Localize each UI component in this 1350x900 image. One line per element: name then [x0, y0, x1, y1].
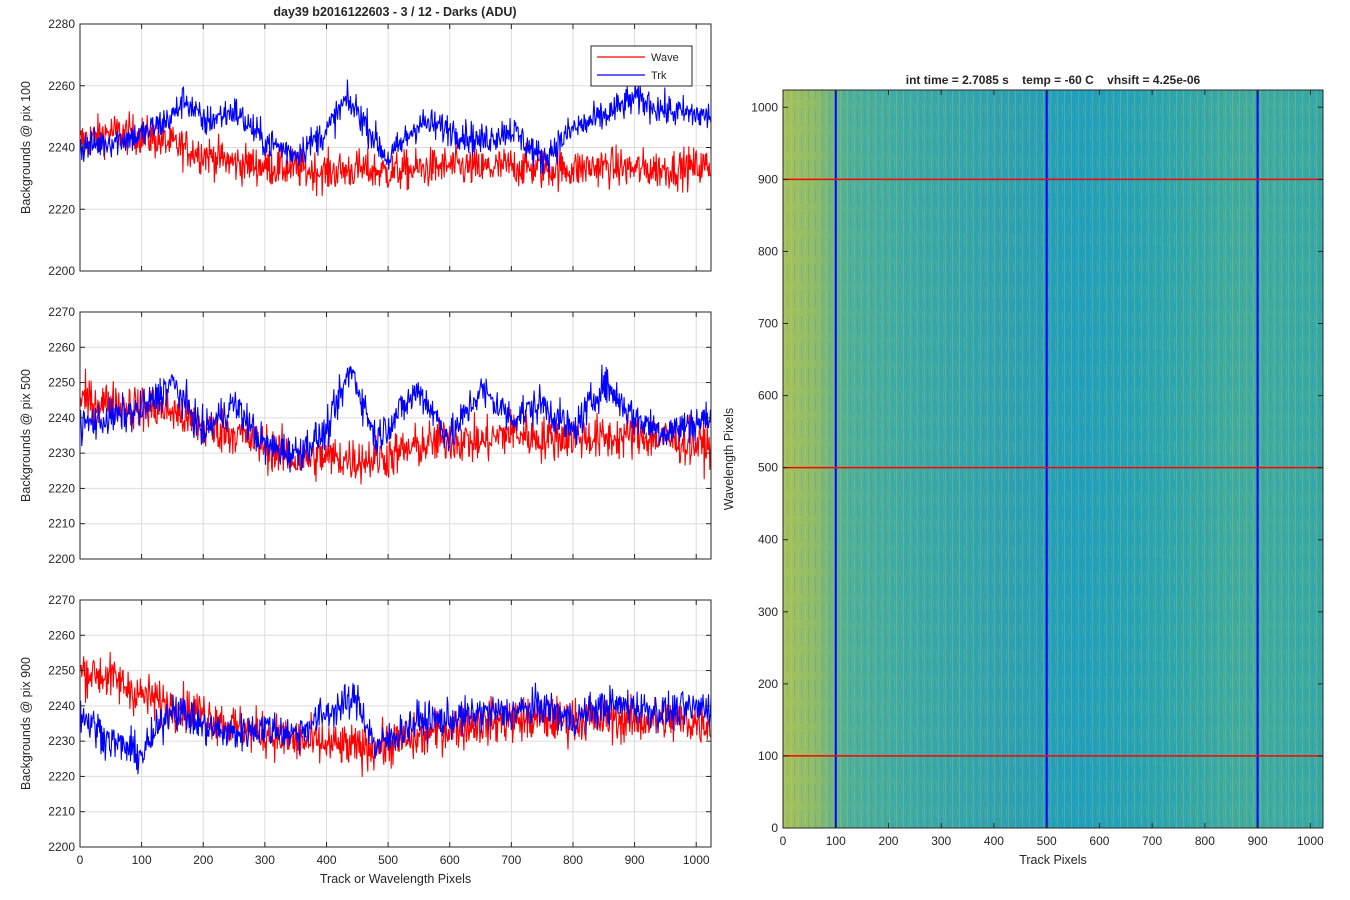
y-tick-label: 2220	[48, 769, 75, 783]
y-tick-label: 1000	[751, 100, 778, 114]
y-tick-label: 0	[771, 821, 778, 835]
y-tick-label: 400	[758, 533, 778, 547]
y-tick-label: 800	[758, 244, 778, 258]
y-tick-label: 2240	[48, 141, 75, 155]
y-tick-label: 2230	[48, 734, 75, 748]
x-tick-label: 700	[501, 853, 521, 867]
x-axis-label: Track Pixels	[1019, 853, 1087, 867]
y-tick-label: 2270	[48, 305, 75, 319]
x-tick-label: 600	[1089, 834, 1109, 848]
y-tick-label: 200	[758, 677, 778, 691]
legend-label-wave: Wave	[651, 52, 679, 64]
heatmap-plot: int time = 2.7085 s temp = -60 C vhsift …	[722, 73, 1324, 867]
y-tick-label: 2260	[48, 628, 75, 642]
x-tick-label: 300	[255, 853, 275, 867]
y-tick-label: 2200	[48, 552, 75, 566]
y-tick-label: 2200	[48, 840, 75, 854]
x-tick-label: 700	[1142, 834, 1162, 848]
x-tick-label: 500	[1037, 834, 1057, 848]
x-tick-label: 900	[1248, 834, 1268, 848]
plot-pix500: 2200 2210 2220 2230 2240 2250 2260 2270 Backgro…	[19, 305, 711, 566]
x-tick-label: 0	[77, 853, 84, 867]
series-wave	[80, 112, 711, 196]
series-trk	[80, 365, 711, 472]
y-tick-label: 900	[758, 172, 778, 186]
y-axis-label: Backgrounds @ pix 500	[19, 369, 33, 502]
x-tick-label: 400	[984, 834, 1004, 848]
y-tick-label: 2260	[48, 79, 75, 93]
y-tick-label: 2250	[48, 376, 75, 390]
y-tick-label: 2220	[48, 202, 75, 216]
y-tick-label: 2280	[48, 17, 75, 31]
x-tick-label: 600	[440, 853, 460, 867]
x-tick-label: 200	[193, 853, 213, 867]
y-tick-label: 2270	[48, 593, 75, 607]
y-tick-label: 2240	[48, 699, 75, 713]
plot-pix900: 0 100 200 300 400 500 600 700 800 900 1000 2200 2210…	[19, 593, 711, 886]
x-tick-label: 300	[931, 834, 951, 848]
y-tick-label: 600	[758, 389, 778, 403]
y-tick-label: 700	[758, 317, 778, 331]
heatmap-texture	[783, 90, 1323, 828]
y-axis-label: Backgrounds @ pix 900	[19, 657, 33, 790]
y-axis-label: Wavelength Pixels	[722, 408, 736, 510]
x-tick-label: 1000	[1297, 834, 1324, 848]
y-tick-label: 100	[758, 749, 778, 763]
y-tick-label: 300	[758, 605, 778, 619]
y-tick-label: 2230	[48, 446, 75, 460]
series-lines	[80, 80, 711, 196]
x-tick-label: 400	[316, 853, 336, 867]
x-tick-label: 100	[826, 834, 846, 848]
legend: Wave Trk	[591, 46, 692, 86]
figure-title: day39 b2016122603 - 3 / 12 - Darks (ADU)	[273, 5, 516, 19]
y-tick-label: 2200	[48, 264, 75, 278]
y-axis-label: Backgrounds @ pix 100	[19, 81, 33, 214]
y-tick-label: 2240	[48, 411, 75, 425]
y-tick-label: 500	[758, 461, 778, 475]
y-tick-label: 2210	[48, 805, 75, 819]
x-axis-label: Track or Wavelength Pixels	[320, 872, 471, 886]
legend-label-trk: Trk	[651, 70, 667, 82]
x-tick-label: 1000	[683, 853, 710, 867]
x-tick-label: 200	[878, 834, 898, 848]
x-tick-label: 800	[1195, 834, 1215, 848]
y-tick-label: 2220	[48, 481, 75, 495]
y-tick-label: 2260	[48, 340, 75, 354]
x-tick-label: 800	[563, 853, 583, 867]
heatmap-title: int time = 2.7085 s temp = -60 C vhsift …	[906, 73, 1201, 87]
x-tick-label: 100	[132, 853, 152, 867]
y-tick-label: 2250	[48, 664, 75, 678]
x-tick-label: 0	[780, 834, 787, 848]
x-tick-label: 500	[378, 853, 398, 867]
x-tick-label: 900	[625, 853, 645, 867]
y-tick-label: 2210	[48, 517, 75, 531]
